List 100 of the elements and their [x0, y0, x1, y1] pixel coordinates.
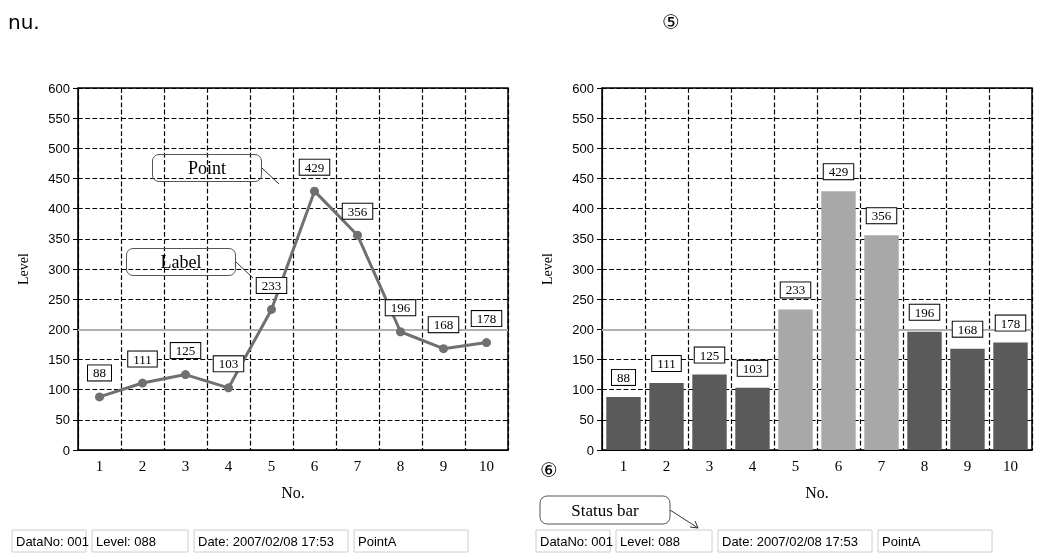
data-label: 196 [390, 300, 411, 316]
y-tick-label: 50 [579, 412, 594, 428]
x-tick-label: 1 [619, 457, 628, 474]
x-tick-label: 7 [353, 457, 362, 474]
text: Date: 2007/02/08 17:53 [198, 533, 334, 549]
x-tick-label: 3 [181, 457, 190, 474]
data-label: 103 [218, 356, 239, 372]
data-label: 111 [133, 351, 152, 367]
x-tick-label: 8 [920, 457, 929, 474]
point [224, 383, 233, 393]
point [396, 327, 405, 337]
x-tick-label: 9 [963, 457, 972, 474]
data-label: 356 [871, 208, 892, 224]
y-tick-label: 100 [572, 382, 594, 398]
y-tick-label: 300 [572, 261, 594, 277]
y-tick-label: 100 [48, 382, 70, 398]
y-tick-label: 0 [62, 442, 70, 458]
data-label: 168 [957, 321, 978, 337]
point [310, 186, 319, 196]
x-tick-label: 10 [479, 457, 494, 474]
text: Date: 2007/02/08 17:53 [722, 533, 858, 549]
x-tick-label: 5 [791, 457, 800, 474]
y-tick-label: 500 [48, 140, 70, 156]
text: Level: 088 [96, 533, 156, 549]
x-axis-title: No. [281, 483, 305, 501]
text: ⑤ [662, 10, 680, 34]
data-label: 429 [828, 164, 849, 180]
data-label: 178 [476, 311, 497, 327]
text: DataNo: 001 [540, 533, 613, 549]
y-tick-label: 250 [48, 291, 70, 307]
y-tick-label: 400 [572, 201, 594, 217]
y-tick-label: 550 [572, 110, 594, 126]
x-tick-label: 5 [267, 457, 276, 474]
text: DataNo: 001 [16, 533, 89, 549]
y-tick-label: 350 [48, 231, 70, 247]
data-label: 233 [261, 277, 282, 293]
text: Level: 088 [620, 533, 680, 549]
y-tick-label: 150 [572, 352, 594, 367]
y-tick-label: 500 [572, 140, 594, 156]
bar [692, 374, 727, 450]
y-tick-label: 550 [48, 110, 70, 126]
y-axis-title: Level [15, 252, 31, 285]
x-tick-label: 1 [95, 457, 104, 474]
y-axis-title: Level [539, 252, 555, 285]
data-label: 125 [699, 347, 720, 363]
y-tick-label: 400 [48, 201, 70, 217]
x-tick-label: 3 [705, 457, 714, 474]
annotation: Label [126, 248, 236, 276]
x-tick-label: 4 [224, 457, 233, 474]
data-label: 111 [657, 356, 676, 372]
x-tick-label: 7 [877, 457, 886, 474]
x-tick-label: 2 [138, 457, 147, 474]
data-label: 88 [617, 369, 630, 385]
x-tick-label: 10 [1003, 457, 1018, 474]
y-tick-label: 50 [55, 412, 70, 428]
bar [735, 387, 770, 450]
point [267, 304, 276, 314]
data-label: 125 [175, 343, 196, 359]
data-label: 168 [433, 317, 454, 333]
y-tick-label: 450 [48, 171, 70, 186]
text: PointA [882, 533, 921, 549]
y-tick-label: 150 [48, 352, 70, 367]
data-label: 196 [914, 304, 935, 320]
text: Status bar [571, 500, 640, 520]
bar [993, 342, 1028, 450]
data-label: 178 [1000, 315, 1021, 331]
data-label: 103 [742, 360, 763, 376]
point [181, 370, 190, 380]
x-tick-label: 4 [748, 457, 757, 474]
x-tick-label: 2 [662, 457, 671, 474]
bar [907, 331, 942, 450]
y-tick-label: 200 [572, 321, 594, 337]
point [439, 344, 448, 354]
point [482, 338, 491, 348]
x-tick-label: 8 [396, 457, 405, 474]
y-tick-label: 600 [48, 80, 70, 96]
y-tick-label: 200 [48, 321, 70, 337]
y-tick-label: 450 [572, 171, 594, 186]
bar [649, 383, 684, 450]
annotation: Point [152, 154, 262, 182]
data-label: 233 [785, 282, 806, 298]
point [353, 230, 362, 240]
x-tick-label: 6 [310, 457, 319, 474]
bar [950, 348, 985, 450]
x-tick-label: 9 [439, 457, 448, 474]
y-tick-label: 0 [586, 442, 594, 458]
data-label: 356 [347, 203, 368, 219]
data-label: 88 [93, 365, 106, 381]
text: PointA [358, 533, 397, 549]
y-tick-label: 300 [48, 261, 70, 277]
text: ⑥ [540, 458, 558, 482]
y-tick-label: 600 [572, 80, 594, 96]
data-label: 429 [304, 159, 325, 175]
y-tick-label: 250 [572, 291, 594, 307]
text: nu. [8, 10, 40, 34]
x-axis-title: No. [805, 483, 829, 501]
point [138, 378, 147, 388]
point [95, 392, 104, 402]
y-tick-label: 350 [572, 231, 594, 247]
x-tick-label: 6 [834, 457, 843, 474]
